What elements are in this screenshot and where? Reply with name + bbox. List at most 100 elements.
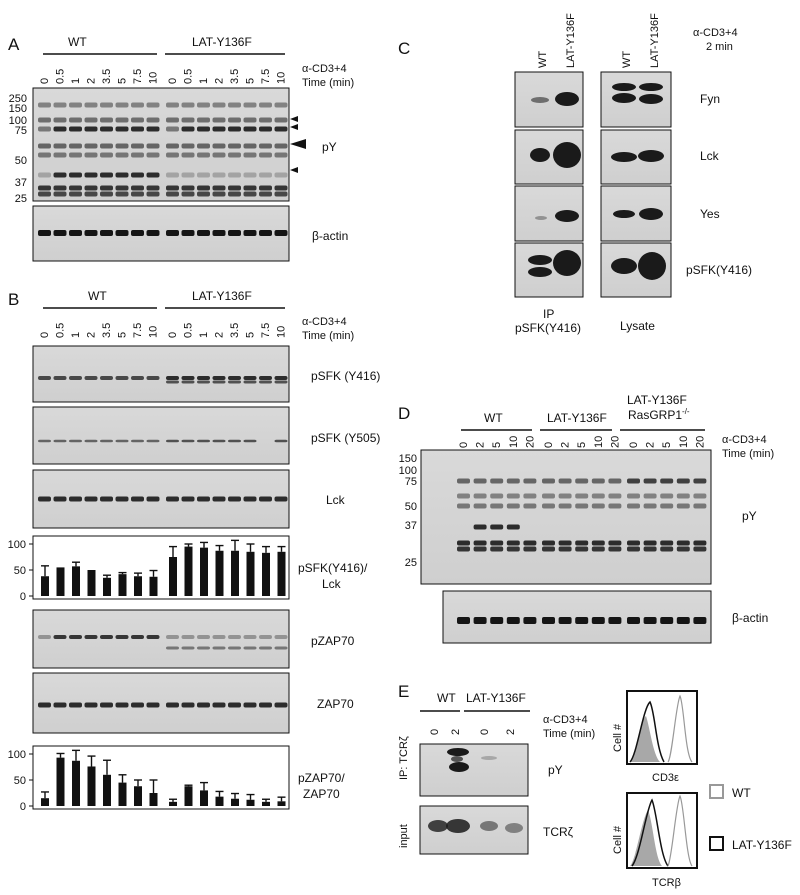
band <box>197 126 210 132</box>
band <box>69 185 82 191</box>
band <box>212 143 226 149</box>
band <box>100 376 113 380</box>
bar <box>184 546 193 596</box>
arrowhead-icon <box>290 116 298 122</box>
band <box>84 102 98 108</box>
band <box>243 143 257 149</box>
panel-c-stim: α-CD3+4 <box>693 27 738 39</box>
band <box>591 493 605 499</box>
band <box>473 524 487 530</box>
band <box>212 496 226 502</box>
time-label: 20 <box>694 436 706 448</box>
band <box>490 478 504 484</box>
band <box>643 540 657 546</box>
band <box>131 496 144 502</box>
band <box>53 143 67 149</box>
flow-cd3-histogram <box>629 694 693 763</box>
band <box>146 230 160 236</box>
time-label: 3.5 <box>101 323 113 338</box>
band <box>181 126 195 132</box>
time-label: 0.5 <box>183 323 195 338</box>
time-label: 2 <box>86 332 98 338</box>
band <box>38 230 51 236</box>
band <box>38 496 51 502</box>
band <box>38 191 51 197</box>
band <box>115 376 129 380</box>
band <box>100 152 113 158</box>
bar <box>231 798 239 806</box>
bar <box>262 801 270 806</box>
band <box>627 546 640 552</box>
band <box>115 152 129 158</box>
flow-cd3-xlabel: CD3ε <box>652 772 679 784</box>
band <box>542 503 555 509</box>
band <box>181 230 195 236</box>
time-label: 1 <box>198 78 210 84</box>
panel-c-letter: C <box>398 39 410 58</box>
band <box>627 617 640 624</box>
y-tick-label: 0 <box>20 801 26 813</box>
band <box>490 546 504 552</box>
bar <box>231 550 239 596</box>
band <box>53 185 67 191</box>
band <box>274 172 288 178</box>
band <box>274 143 288 149</box>
band <box>197 191 210 197</box>
band <box>259 117 272 123</box>
band <box>212 376 226 380</box>
flow-cd3-ylabel: Cell # <box>612 723 624 752</box>
band <box>197 380 210 384</box>
flow-tcr-histogram <box>630 794 693 867</box>
panel-c-label-fyn: Fyn <box>700 92 720 106</box>
time-label: 0.5 <box>55 323 67 338</box>
band <box>100 702 113 708</box>
legend-mut-swatch <box>709 836 724 851</box>
band <box>608 546 622 552</box>
bar <box>72 760 80 806</box>
panel-d-py-blot <box>420 449 712 585</box>
mw-label: 75 <box>15 125 27 137</box>
band <box>259 635 272 639</box>
band <box>274 646 288 650</box>
band <box>84 143 98 149</box>
band <box>608 503 622 509</box>
band <box>181 646 195 650</box>
band <box>660 503 674 509</box>
band <box>591 478 605 484</box>
band <box>131 439 144 443</box>
panel-a: A WT LAT-Y136F α-CD3+4 Time (min) 0 0.5 1 2… <box>8 35 354 262</box>
time-label: 5 <box>245 78 257 84</box>
time-label: 7.5 <box>132 69 144 84</box>
panel-d-label-py: pY <box>742 509 757 523</box>
bar <box>56 757 65 806</box>
band <box>558 546 572 552</box>
band <box>506 546 520 552</box>
band <box>131 191 144 197</box>
time-label: 0 <box>39 332 51 338</box>
band <box>643 478 657 484</box>
band <box>69 102 82 108</box>
band <box>243 152 257 158</box>
panel-e-time-label: Time (min) <box>543 728 595 740</box>
band <box>228 635 241 639</box>
chart-pzap-zap: 100 50 0 <box>8 749 286 813</box>
band <box>69 152 82 158</box>
band <box>228 117 241 123</box>
band <box>181 191 195 197</box>
band <box>84 152 98 158</box>
band <box>115 117 129 123</box>
time-label: 0.5 <box>183 69 195 84</box>
chart1-ylabel-2: Lck <box>322 577 342 591</box>
panel-d-bands <box>457 478 707 624</box>
panel-c-lysate-label: Lysate <box>620 319 655 333</box>
band <box>181 117 195 123</box>
panel-a-times: 0 0.5 1 2 3.5 5 7.5 10 0 0.5 1 2 3.5 5 7.5 10 <box>39 69 288 84</box>
panel-a-time-label: Time (min) <box>302 77 354 89</box>
panel-e-group-mut: LAT-Y136F <box>466 691 526 705</box>
panel-e-time: 0 <box>479 729 491 735</box>
time-label: 0 <box>458 442 470 448</box>
band <box>69 143 82 149</box>
mw-label: 150 <box>399 453 417 465</box>
panel-e-time: 0 <box>429 729 441 735</box>
